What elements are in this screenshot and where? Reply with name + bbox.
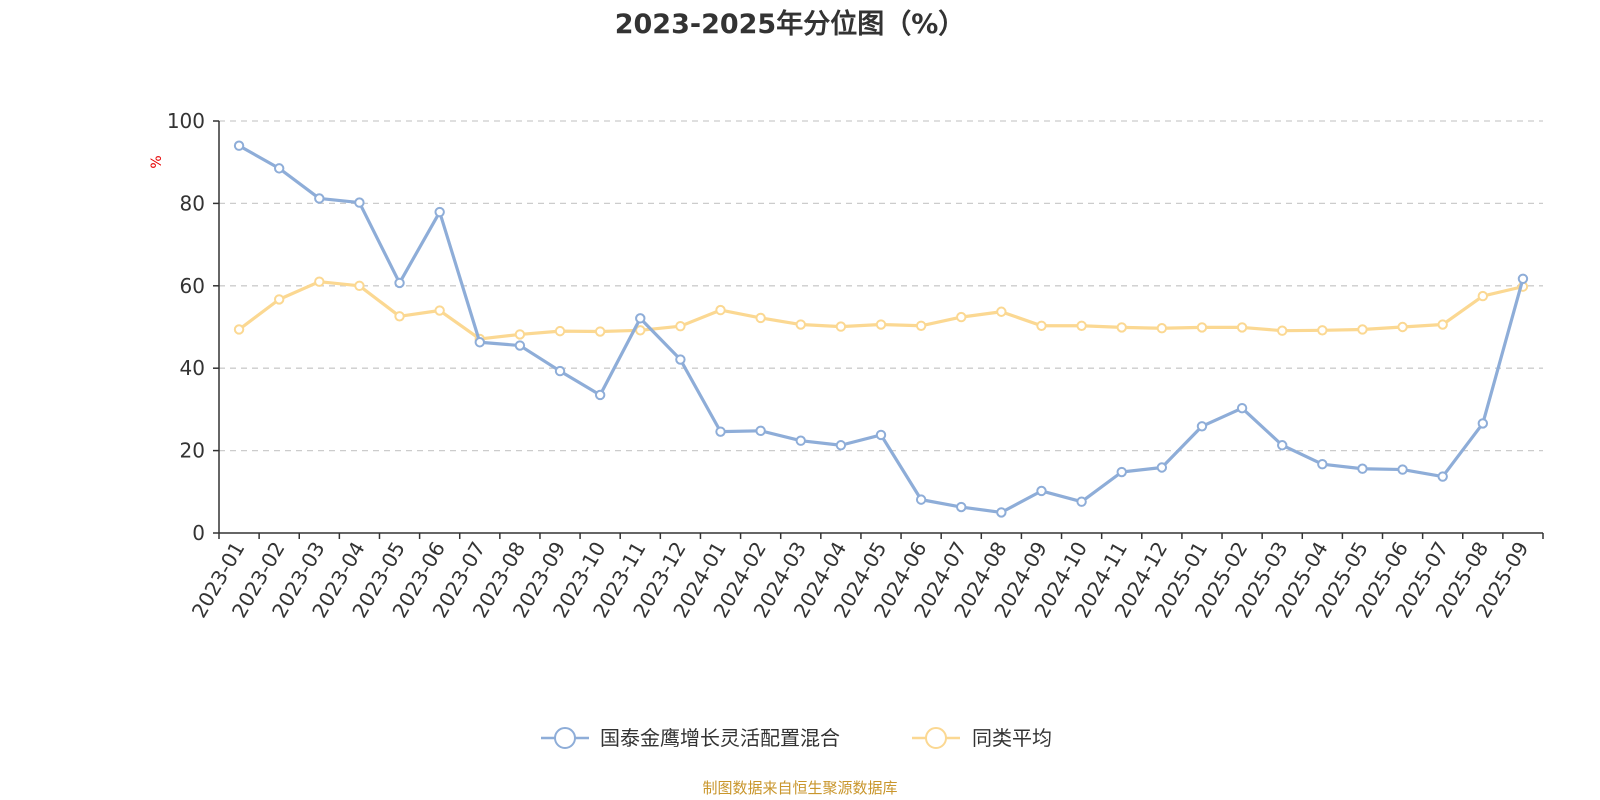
data-point bbox=[1036, 485, 1047, 497]
data-point bbox=[1357, 463, 1368, 474]
data-point bbox=[795, 319, 806, 330]
legend[interactable]: 国泰金鹰增长灵活配置混合 同类平均 bbox=[541, 726, 1052, 750]
data-point bbox=[1277, 440, 1288, 451]
data-point bbox=[1036, 320, 1047, 331]
data-point bbox=[915, 494, 927, 505]
data-point bbox=[314, 193, 325, 204]
legend-label: 同类平均 bbox=[972, 726, 1052, 750]
data-point bbox=[835, 321, 847, 332]
data-point bbox=[675, 320, 686, 332]
data-point bbox=[1156, 323, 1168, 334]
data-point bbox=[1317, 458, 1328, 470]
data-point bbox=[394, 277, 405, 289]
y-tick-label: 0 bbox=[192, 521, 205, 545]
data-point bbox=[1477, 418, 1489, 429]
data-point bbox=[875, 319, 887, 330]
data-point bbox=[795, 435, 806, 446]
data-point bbox=[635, 313, 646, 324]
data-point bbox=[1236, 322, 1248, 333]
data-point bbox=[514, 340, 526, 351]
data-point bbox=[1437, 319, 1448, 330]
data-point bbox=[835, 440, 847, 451]
axes: 0204060801002023-012023-022023-032023-04… bbox=[167, 109, 1544, 622]
legend-marker bbox=[554, 727, 576, 749]
data-point bbox=[755, 312, 766, 324]
series-group bbox=[233, 140, 1529, 518]
data-point bbox=[1196, 322, 1208, 333]
data-point bbox=[755, 425, 766, 437]
data-point bbox=[273, 163, 285, 174]
data-point bbox=[996, 507, 1007, 518]
data-point bbox=[1397, 464, 1408, 475]
data-point bbox=[1477, 290, 1489, 302]
legend-marker bbox=[925, 727, 947, 749]
data-point bbox=[354, 197, 365, 208]
data-point bbox=[594, 326, 606, 337]
data-point bbox=[956, 311, 967, 323]
y-tick-label: 100 bbox=[167, 109, 205, 133]
grid-lines bbox=[219, 120, 1543, 452]
data-point bbox=[233, 324, 245, 335]
series-2 bbox=[233, 276, 1529, 345]
data-point bbox=[314, 276, 325, 287]
chart-title: 2023-2025年分位图（%） bbox=[615, 8, 966, 40]
data-point bbox=[956, 501, 967, 513]
data-point bbox=[554, 365, 566, 377]
data-point bbox=[715, 304, 726, 316]
data-point bbox=[434, 305, 445, 316]
data-point bbox=[1156, 462, 1168, 473]
data-point bbox=[554, 325, 566, 337]
data-point bbox=[434, 206, 445, 218]
series-1 bbox=[233, 140, 1529, 518]
data-point bbox=[1076, 496, 1087, 507]
data-point bbox=[675, 354, 686, 365]
legend-label: 国泰金鹰增长灵活配置混合 bbox=[600, 726, 840, 750]
data-point bbox=[273, 294, 285, 305]
data-point bbox=[1076, 320, 1087, 331]
data-point bbox=[1397, 321, 1408, 333]
data-point bbox=[1236, 402, 1248, 414]
data-source-note: 制图数据来自恒生聚源数据库 bbox=[702, 779, 897, 797]
data-point bbox=[1277, 325, 1288, 336]
legend-item-2[interactable]: 同类平均 bbox=[912, 726, 1052, 750]
data-point bbox=[715, 426, 726, 437]
y-tick-label: 60 bbox=[180, 274, 205, 298]
data-point bbox=[1116, 466, 1127, 478]
data-point bbox=[1437, 471, 1448, 482]
y-tick-label: 20 bbox=[180, 439, 205, 463]
y-tick-label: 40 bbox=[180, 356, 205, 380]
data-point bbox=[233, 140, 245, 151]
series-line bbox=[237, 280, 1525, 341]
data-point bbox=[354, 280, 365, 291]
data-point bbox=[1116, 322, 1127, 333]
data-point bbox=[1517, 273, 1529, 284]
y-axis-unit: % bbox=[149, 155, 165, 168]
y-tick-label: 80 bbox=[180, 191, 205, 215]
data-point bbox=[474, 337, 485, 348]
data-point bbox=[1317, 325, 1328, 336]
data-point bbox=[1196, 421, 1208, 432]
data-point bbox=[1357, 324, 1368, 335]
data-point bbox=[394, 311, 405, 322]
legend-item-1[interactable]: 国泰金鹰增长灵活配置混合 bbox=[541, 726, 840, 750]
data-point bbox=[635, 325, 646, 336]
data-point bbox=[915, 320, 927, 331]
data-point bbox=[594, 389, 606, 401]
data-point bbox=[514, 329, 526, 340]
data-point bbox=[875, 429, 887, 441]
data-point bbox=[996, 306, 1007, 317]
